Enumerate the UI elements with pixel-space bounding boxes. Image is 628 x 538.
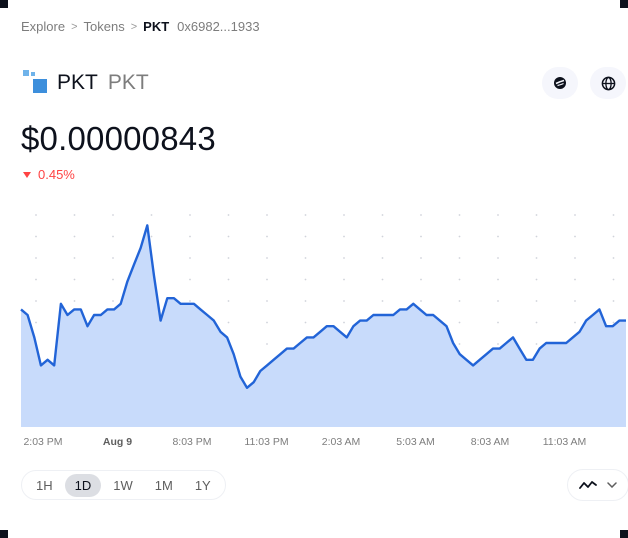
token-header: PKT PKT bbox=[23, 70, 149, 96]
corner-mark bbox=[620, 530, 628, 538]
x-tick-label: 2:03 AM bbox=[322, 436, 361, 448]
time-range-1w[interactable]: 1W bbox=[113, 477, 133, 493]
time-range-1d[interactable]: 1D bbox=[64, 473, 102, 497]
x-tick-label: 8:03 PM bbox=[172, 436, 211, 448]
x-tick-label: Aug 9 bbox=[103, 436, 132, 448]
pkt-logo-icon bbox=[23, 70, 49, 96]
token-price: $0.00000843 bbox=[21, 120, 216, 157]
price-area-fill bbox=[21, 225, 626, 427]
token-name: PKT bbox=[57, 71, 98, 94]
chevron-right-icon: > bbox=[71, 20, 78, 33]
corner-mark bbox=[620, 0, 628, 8]
price-change-value: 0.45% bbox=[38, 167, 75, 182]
price-line bbox=[20, 224, 626, 389]
price-change: 0.45% bbox=[23, 167, 75, 182]
x-tick-label: 2:03 PM bbox=[23, 436, 62, 448]
chevron-down-icon bbox=[607, 482, 617, 488]
etherscan-button[interactable] bbox=[542, 67, 578, 99]
token-symbol: PKT bbox=[107, 71, 149, 94]
breadcrumb-explore-link[interactable]: Explore bbox=[21, 19, 66, 34]
breadcrumb-tokens-link[interactable]: Tokens bbox=[83, 19, 125, 34]
chart-type-selector[interactable] bbox=[567, 469, 628, 501]
breadcrumb-current-token: PKT bbox=[143, 19, 170, 34]
globe-icon bbox=[601, 76, 615, 90]
corner-mark bbox=[0, 0, 8, 8]
price-chart[interactable]: 2:03 PM Aug 9 8:03 PM 11:03 PM 2:03 AM 5:03 A… bbox=[0, 195, 628, 455]
x-tick-label: 5:03 AM bbox=[396, 436, 435, 448]
x-tick-label: 11:03 AM bbox=[543, 436, 587, 448]
etherscan-icon bbox=[554, 77, 566, 89]
x-tick-label: 8:03 AM bbox=[471, 436, 510, 448]
corner-mark bbox=[0, 530, 8, 538]
time-range-selector: 1H 1D 1W 1M 1Y bbox=[21, 470, 226, 500]
price-chart-svg[interactable]: 2:03 PM Aug 9 8:03 PM 11:03 PM 2:03 AM 5:03 A… bbox=[0, 195, 628, 455]
token-address[interactable]: 0x6982...1933 bbox=[177, 19, 260, 34]
time-range-1y[interactable]: 1Y bbox=[194, 477, 211, 493]
line-chart-icon bbox=[579, 481, 597, 489]
x-tick-label: 11:03 PM bbox=[244, 436, 288, 448]
chevron-right-icon: > bbox=[130, 20, 138, 33]
time-range-1h[interactable]: 1H bbox=[36, 477, 53, 493]
time-range-1m[interactable]: 1M bbox=[154, 477, 173, 493]
arrow-down-icon bbox=[23, 171, 31, 178]
breadcrumb: Explore > Tokens > PKT 0x6982...1933 bbox=[21, 19, 260, 34]
website-button[interactable] bbox=[590, 67, 626, 99]
